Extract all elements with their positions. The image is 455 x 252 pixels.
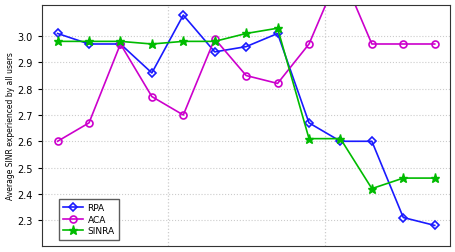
SINRA — [117, 41, 123, 44]
ACA — [149, 96, 154, 99]
ACA — [180, 114, 186, 117]
RPA — [86, 43, 91, 46]
RPA — [55, 33, 60, 36]
SINRA — [431, 177, 436, 180]
ACA — [55, 140, 60, 143]
SINRA — [149, 43, 154, 46]
SINRA — [306, 138, 311, 141]
RPA — [431, 224, 436, 227]
RPA — [212, 51, 217, 54]
SINRA — [369, 187, 374, 190]
RPA — [180, 15, 186, 18]
RPA — [243, 46, 248, 49]
ACA — [212, 38, 217, 41]
ACA — [243, 75, 248, 78]
SINRA — [180, 41, 186, 44]
Y-axis label: Average SINR experienced by all users: Average SINR experienced by all users — [5, 52, 15, 200]
Line: SINRA: SINRA — [53, 25, 438, 193]
SINRA — [86, 41, 91, 44]
Line: ACA: ACA — [54, 0, 437, 145]
SINRA — [399, 177, 405, 180]
SINRA — [212, 41, 217, 44]
RPA — [369, 140, 374, 143]
SINRA — [243, 33, 248, 36]
RPA — [306, 122, 311, 125]
ACA — [86, 122, 91, 125]
RPA — [399, 216, 405, 219]
Line: RPA: RPA — [54, 13, 437, 229]
ACA — [117, 43, 123, 46]
RPA — [149, 72, 154, 75]
ACA — [369, 43, 374, 46]
RPA — [117, 43, 123, 46]
ACA — [274, 83, 280, 86]
ACA — [399, 43, 405, 46]
RPA — [274, 33, 280, 36]
SINRA — [274, 27, 280, 30]
RPA — [337, 140, 343, 143]
SINRA — [337, 138, 343, 141]
Legend: RPA, ACA, SINRA: RPA, ACA, SINRA — [59, 199, 119, 240]
ACA — [306, 43, 311, 46]
ACA — [431, 43, 436, 46]
SINRA — [55, 41, 60, 44]
